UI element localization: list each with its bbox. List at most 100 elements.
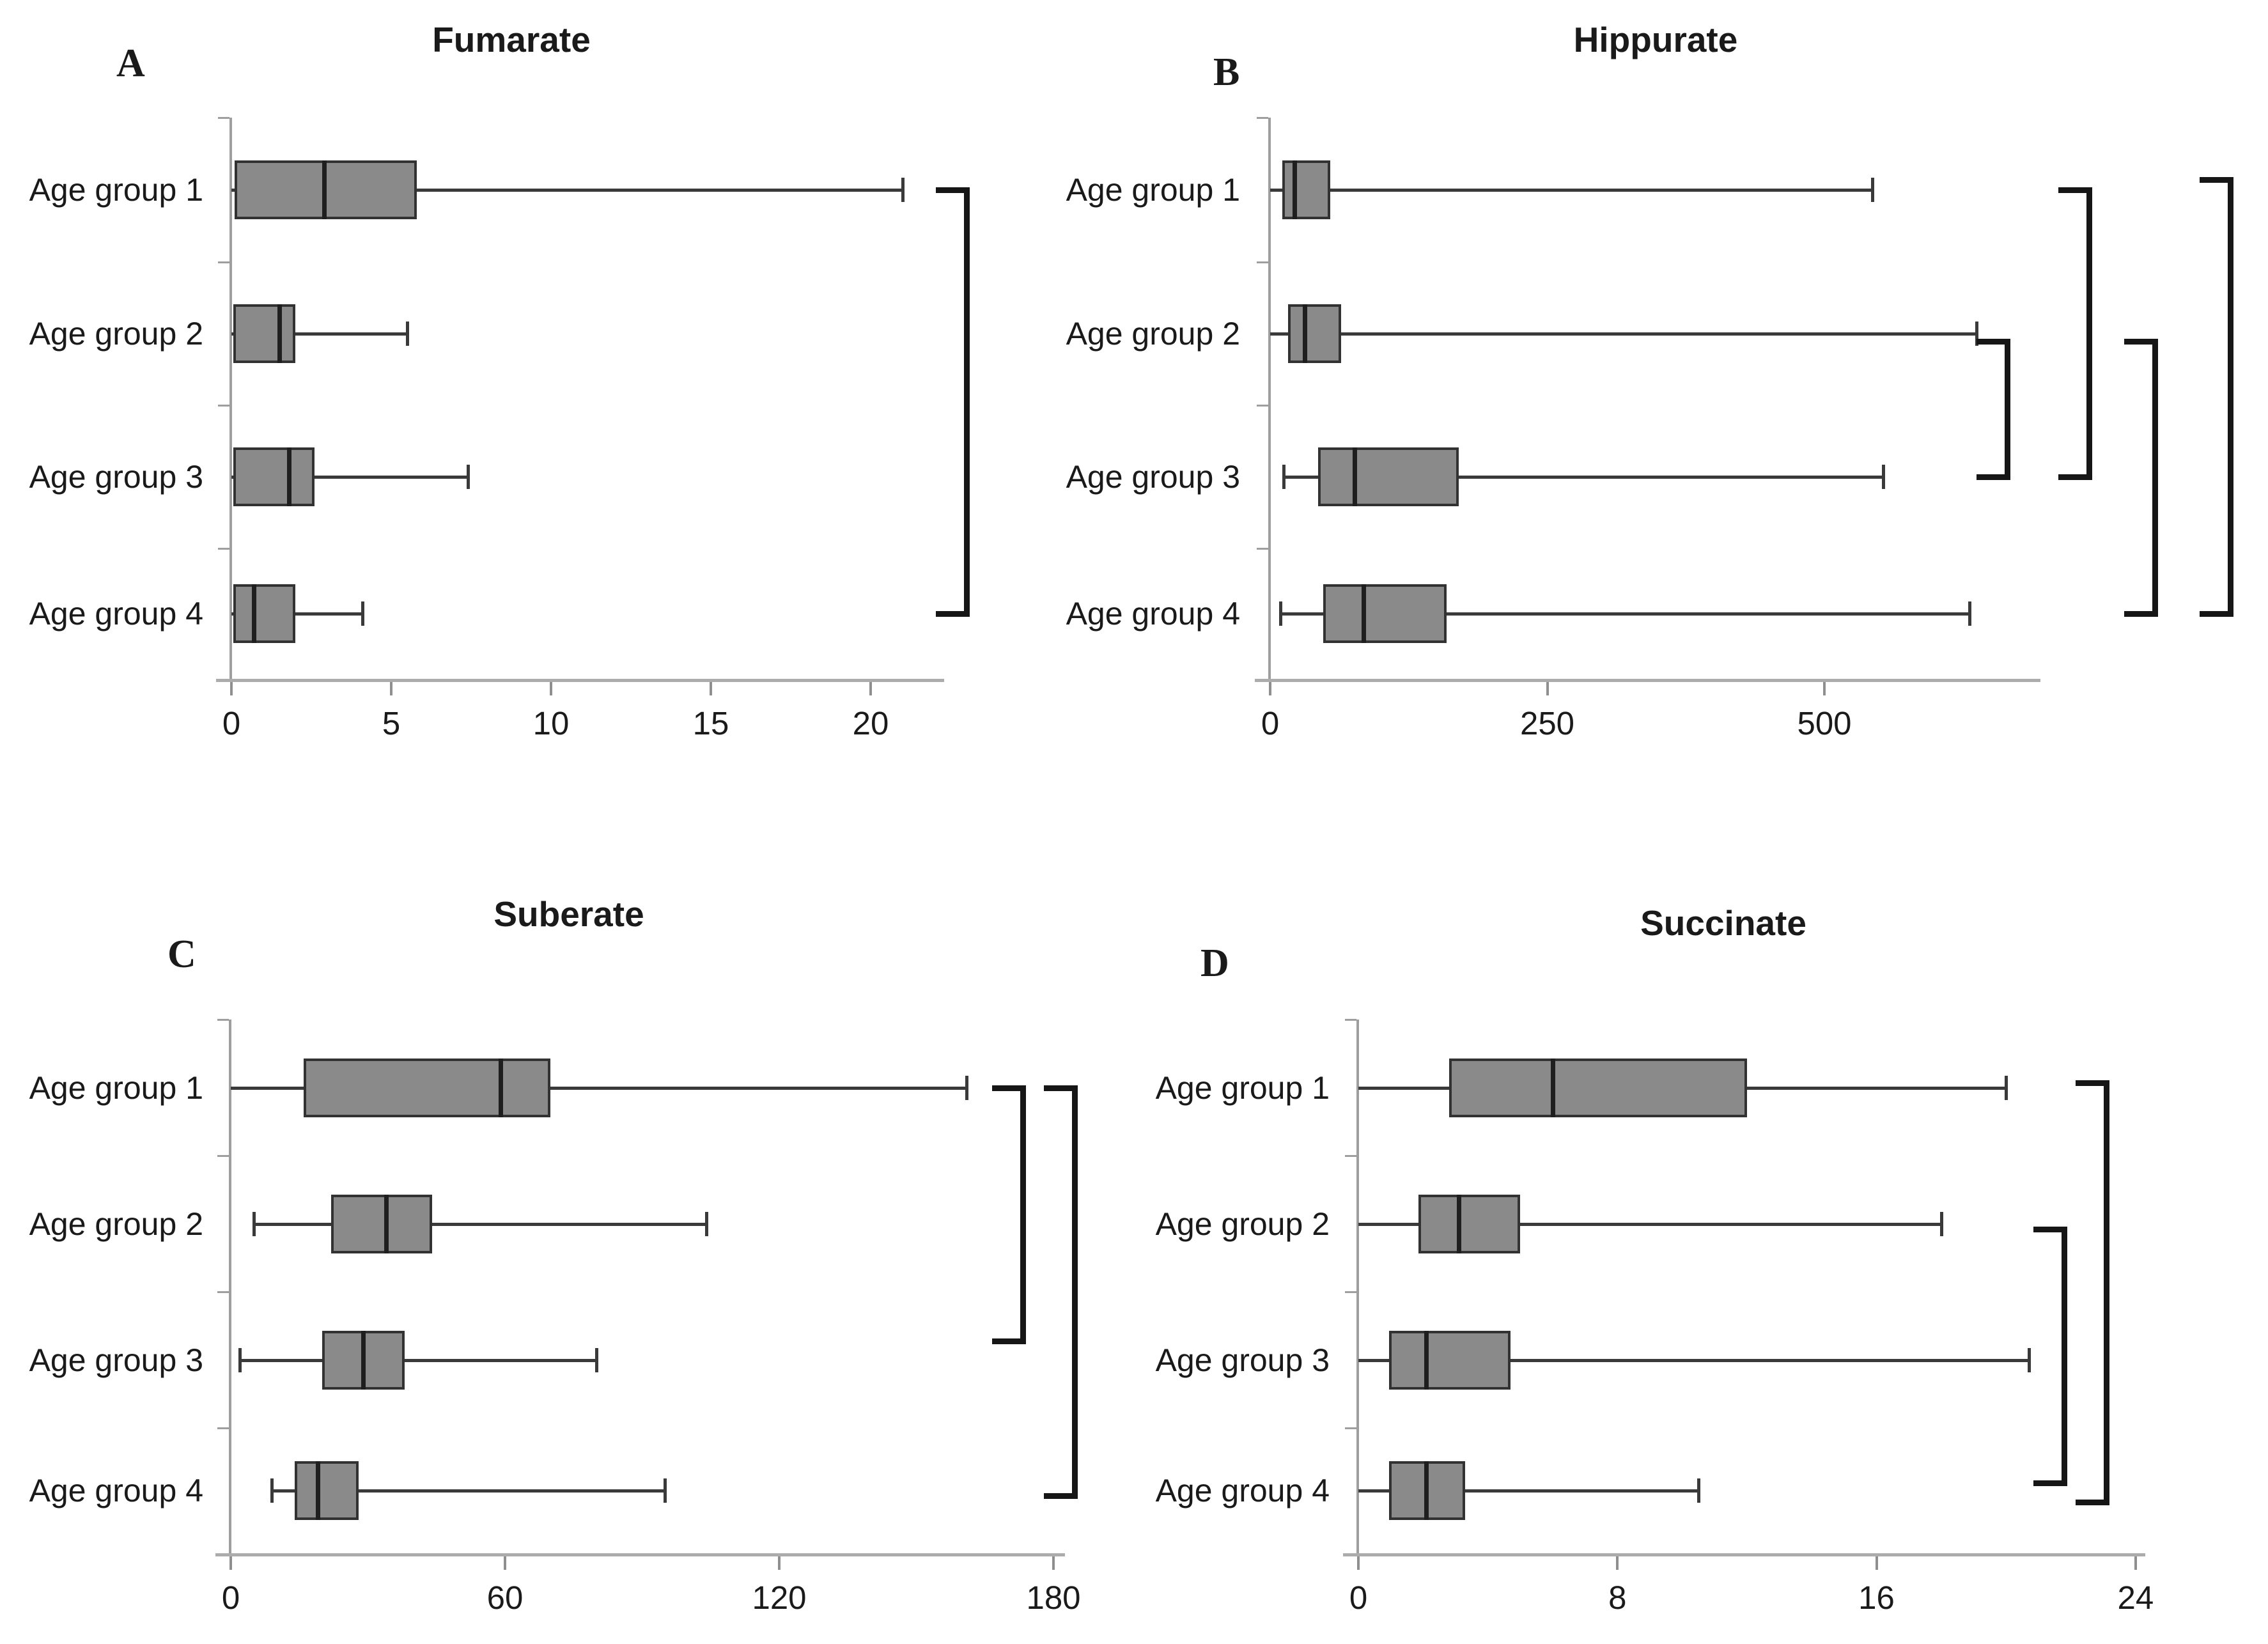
significance-bracket-arm-bottom: [2076, 1500, 2107, 1505]
category-axis-tick: [217, 1291, 229, 1293]
whisker-cap-max: [2027, 1347, 2031, 1372]
group-label: Age group 3: [29, 1342, 203, 1378]
x-tick-label: 120: [752, 1579, 807, 1616]
whisker-line: [272, 1489, 665, 1493]
whisker-line: [240, 1358, 596, 1362]
whisker-cap-max: [901, 178, 905, 202]
significance-bracket: [964, 187, 970, 617]
x-axis-tick: [504, 1556, 506, 1570]
median-line: [322, 160, 327, 219]
x-axis-tick: [2134, 1556, 2137, 1570]
median-line: [315, 1461, 320, 1520]
significance-bracket: [2005, 339, 2011, 480]
significance-bracket: [2062, 1226, 2068, 1486]
group-label: Age group 4: [1155, 1473, 1330, 1508]
whisker-cap-min: [238, 1347, 242, 1372]
x-tick-label: 60: [486, 1579, 524, 1616]
category-axis-tick: [218, 117, 229, 119]
category-axis-tick: [1257, 261, 1268, 263]
x-axis-line: [216, 679, 944, 682]
significance-bracket-arm-bottom: [992, 1338, 1023, 1344]
x-axis-line: [1255, 679, 2041, 682]
iqr-box: [1323, 584, 1447, 643]
iqr-box: [233, 584, 295, 643]
median-line: [1550, 1058, 1555, 1117]
x-tick-label: 5: [382, 705, 401, 741]
median-line: [1457, 1194, 1462, 1253]
whisker-line: [253, 1222, 706, 1226]
x-axis-tick: [1357, 1556, 1360, 1570]
category-axis-tick: [218, 405, 229, 407]
median-line: [384, 1194, 389, 1253]
panel-letter-B: B: [1213, 50, 1240, 94]
whisker-cap-min: [252, 1211, 256, 1236]
whisker-cap-max: [1881, 465, 1885, 489]
median-line: [1352, 447, 1357, 506]
significance-bracket: [1071, 1085, 1078, 1499]
iqr-box: [1418, 1194, 1521, 1253]
x-axis-tick: [390, 682, 392, 695]
panel-title-hippurate: Hippurate: [1573, 20, 1738, 59]
x-tick-label: 24: [2117, 1579, 2154, 1616]
x-axis-tick: [1875, 1556, 1878, 1570]
group-label: Age group 2: [1066, 316, 1240, 352]
category-axis-tick: [1257, 117, 1268, 119]
significance-bracket-arm-top: [2076, 1080, 2107, 1086]
x-tick-label: 180: [1026, 1579, 1081, 1616]
median-line: [1361, 584, 1366, 643]
iqr-box: [233, 447, 315, 506]
whisker-line: [1270, 332, 1977, 336]
x-axis-tick: [1052, 1556, 1055, 1570]
group-label: Age group 1: [29, 172, 203, 208]
iqr-box: [233, 304, 295, 363]
whisker-line: [231, 332, 407, 336]
x-axis-tick: [778, 1556, 781, 1570]
iqr-box: [1389, 1330, 1511, 1390]
whisker-cap-max: [965, 1075, 969, 1100]
x-tick-label: 8: [1608, 1579, 1627, 1616]
category-axis-tick: [218, 548, 229, 550]
panel-letter-C: C: [167, 933, 196, 976]
panel-letter-A: A: [116, 42, 145, 85]
significance-bracket: [2227, 177, 2233, 617]
significance-bracket-arm-bottom: [1977, 474, 2008, 480]
whisker-line: [231, 476, 468, 479]
iqr-box: [295, 1461, 359, 1520]
category-axis-tick: [1345, 1155, 1356, 1157]
whisker-cap-max: [2005, 1075, 2008, 1100]
group-label: Age group 1: [29, 1069, 203, 1106]
significance-bracket-arm-top: [2199, 177, 2230, 183]
whisker-cap-max: [595, 1347, 598, 1372]
whisker-cap-max: [664, 1478, 667, 1503]
significance-bracket-arm-top: [992, 1085, 1023, 1091]
significance-bracket-arm-top: [2124, 339, 2155, 345]
significance-bracket: [2104, 1080, 2110, 1505]
group-label: Age group 3: [29, 459, 203, 495]
iqr-box: [304, 1058, 551, 1117]
panel-letter-D: D: [1200, 942, 1229, 985]
iqr-box: [1317, 447, 1459, 506]
x-axis-tick: [1269, 682, 1271, 695]
whisker-cap-max: [361, 601, 364, 626]
whisker-cap-min: [1278, 601, 1282, 626]
whisker-line: [1283, 476, 1883, 479]
x-axis-tick: [1616, 1556, 1619, 1570]
whisker-cap-max: [704, 1211, 708, 1236]
y-axis-line: [1268, 118, 1271, 679]
category-axis-tick: [1345, 1291, 1356, 1293]
median-line: [1424, 1330, 1429, 1390]
whisker-line: [231, 1086, 967, 1090]
significance-bracket-arm-bottom: [2124, 611, 2155, 617]
whisker-line: [1280, 612, 1970, 616]
whisker-line: [231, 612, 362, 616]
y-axis-line: [229, 118, 232, 679]
group-label: Age group 4: [1066, 596, 1240, 632]
whisker-line: [1270, 189, 1872, 192]
x-axis-tick: [1823, 682, 1826, 695]
whisker-cap-min: [1282, 465, 1285, 489]
significance-bracket-arm-bottom: [2058, 474, 2090, 480]
whisker-cap-max: [1697, 1478, 1700, 1503]
iqr-box: [1282, 160, 1330, 219]
